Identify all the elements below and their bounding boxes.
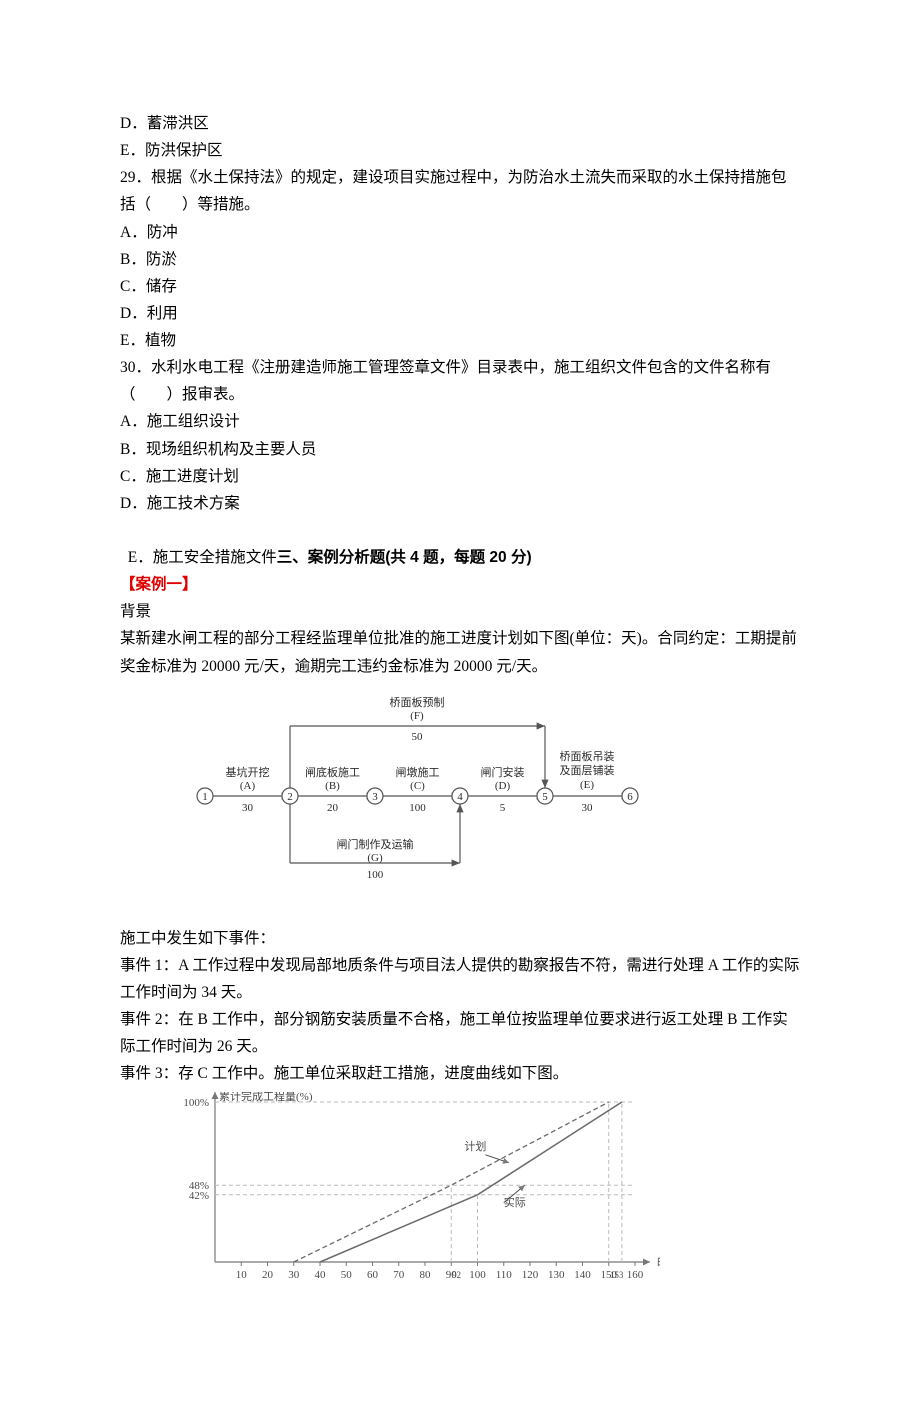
svg-text:40: 40 — [315, 1269, 327, 1281]
q30-opt-b: B．现场组织机构及主要人员 — [120, 436, 800, 463]
svg-text:153: 153 — [610, 1270, 624, 1280]
q30-opt-c: C．施工进度计划 — [120, 463, 800, 490]
svg-text:1: 1 — [202, 791, 208, 803]
svg-text:20: 20 — [262, 1269, 274, 1281]
q29-stem: 29．根据《水土保持法》的规定，建设项目实施过程中，为防治水土流失而采取的水土保… — [120, 164, 800, 218]
svg-text:100: 100 — [469, 1269, 486, 1281]
q30-stem: 30．水利水电工程《注册建造师施工管理签章文件》目录表中，施工组织文件包含的文件… — [120, 354, 800, 408]
q30-opt-d: D．施工技术方案 — [120, 490, 800, 517]
svg-text:(A): (A) — [240, 780, 256, 792]
svg-text:42%: 42% — [189, 1189, 209, 1201]
svg-text:50: 50 — [412, 731, 424, 743]
svg-text:累计完成工程量(%): 累计完成工程量(%) — [219, 1092, 313, 1103]
svg-text:10: 10 — [236, 1269, 248, 1281]
q29-opt-a: A．防冲 — [120, 219, 800, 246]
svg-text:2: 2 — [287, 791, 293, 803]
svg-text:计划: 计划 — [464, 1140, 486, 1153]
svg-text:70: 70 — [393, 1269, 405, 1281]
q30-opt-a: A．施工组织设计 — [120, 408, 800, 435]
svg-text:桥面板预制: 桥面板预制 — [390, 695, 445, 709]
case1-event3: 事件 3：存 C 工作中。施工单位采取赶工措施，进度曲线如下图。 — [120, 1060, 800, 1087]
svg-text:160: 160 — [627, 1269, 644, 1281]
case1-intro-events: 施工中发生如下事件： — [120, 925, 800, 952]
q29-opt-c: C．储存 — [120, 273, 800, 300]
svg-text:100%: 100% — [183, 1097, 209, 1109]
svg-text:4: 4 — [457, 791, 463, 803]
q29-opt-d: D．利用 — [120, 300, 800, 327]
svg-text:时间(天): 时间(天) — [657, 1256, 660, 1269]
q29-opt-b: B．防淤 — [120, 246, 800, 273]
svg-text:100: 100 — [409, 802, 426, 814]
q28-opt-d: D．蓄滞洪区 — [120, 110, 800, 137]
case1-bg-p1: 某新建水闸工程的部分工程经监理单位批准的施工进度计划如下图(单位：天)。合同约定… — [120, 625, 800, 679]
svg-text:30: 30 — [242, 802, 254, 814]
q30-opt-e-and-section: E．施工安全措施文件三、案例分析题(共 4 题，每题 20 分) — [120, 517, 800, 571]
svg-text:80: 80 — [420, 1269, 432, 1281]
q30-opt-e-text: E．施工安全措施文件 — [128, 549, 277, 566]
svg-text:100: 100 — [367, 869, 384, 881]
case1-bg-label: 背景 — [120, 598, 800, 625]
svg-text:92: 92 — [452, 1270, 461, 1280]
svg-text:120: 120 — [522, 1269, 539, 1281]
svg-text:(E): (E) — [580, 779, 594, 791]
svg-text:(F): (F) — [410, 710, 424, 722]
svg-text:闸门安装: 闸门安装 — [481, 765, 525, 779]
q29-opt-e: E．植物 — [120, 327, 800, 354]
case1-event1: 事件 1：A 工作过程中发现局部地质条件与项目法人提供的勘察报告不符，需进行处理… — [120, 952, 800, 1006]
svg-text:实际: 实际 — [504, 1195, 526, 1209]
svg-text:50: 50 — [341, 1269, 353, 1281]
svg-text:(D): (D) — [495, 780, 511, 792]
svg-text:3: 3 — [372, 791, 378, 803]
s-curve-chart: 100%48%42%累计完成工程量(%)10203040506070809010… — [160, 1092, 800, 1301]
svg-text:基坑开挖: 基坑开挖 — [226, 765, 270, 779]
svg-text:6: 6 — [627, 791, 633, 803]
network-diagram: 桥面板预制(F) 50 基坑开挖(A) 30 闸底板施工(B) 20 闸墩施工(C) 100 闸… — [180, 688, 800, 917]
svg-text:闸墩施工: 闸墩施工 — [396, 765, 440, 779]
svg-text:60: 60 — [367, 1269, 379, 1281]
case1-event2: 事件 2：在 B 工作中，部分钢筋安装质量不合格，施工单位按监理单位要求进行返工… — [120, 1006, 800, 1060]
svg-text:30: 30 — [582, 802, 594, 814]
svg-text:130: 130 — [548, 1269, 565, 1281]
section-three-title: 三、案例分析题(共 4 题，每题 20 分) — [277, 549, 532, 566]
svg-text:110: 110 — [496, 1269, 513, 1281]
svg-text:5: 5 — [542, 791, 548, 803]
svg-text:(B): (B) — [325, 780, 340, 792]
svg-text:140: 140 — [574, 1269, 591, 1281]
svg-text:30: 30 — [288, 1269, 300, 1281]
svg-text:闸底板施工: 闸底板施工 — [305, 765, 360, 779]
svg-text:(C): (C) — [410, 780, 425, 792]
svg-text:闸门制作及运输: 闸门制作及运输 — [337, 837, 414, 851]
svg-text:(G): (G) — [367, 852, 383, 864]
q28-opt-e: E．防洪保护区 — [120, 137, 800, 164]
svg-text:桥面板吊装: 桥面板吊装 — [560, 749, 615, 763]
case1-heading: 【案例一】 — [120, 571, 800, 598]
svg-text:20: 20 — [327, 802, 339, 814]
svg-text:5: 5 — [500, 802, 506, 814]
svg-text:及面层铺装: 及面层铺装 — [560, 764, 615, 777]
